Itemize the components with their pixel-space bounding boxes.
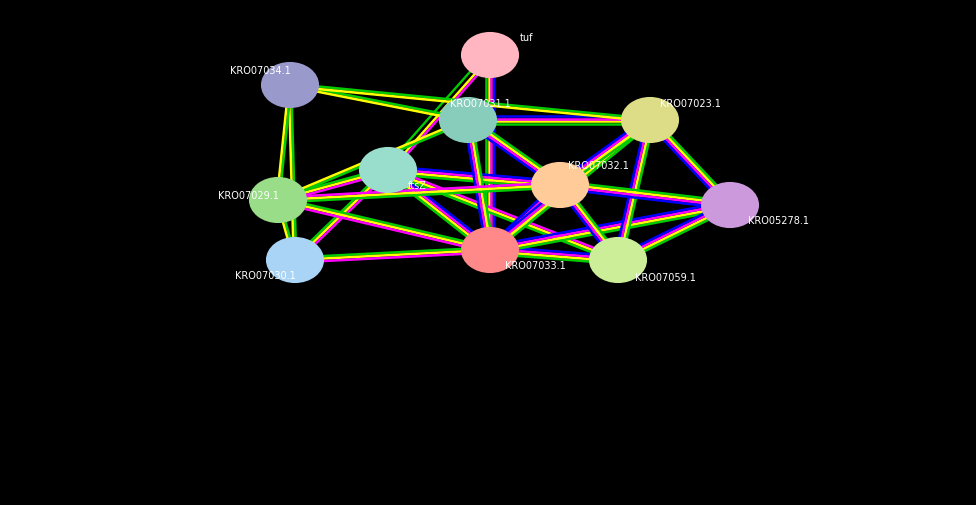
Text: KRO07034.1: KRO07034.1 — [230, 66, 291, 76]
Text: KRO07023.1: KRO07023.1 — [660, 99, 721, 109]
Text: ftsZ: ftsZ — [408, 181, 427, 190]
Ellipse shape — [462, 229, 518, 273]
Text: KRO07029.1: KRO07029.1 — [218, 190, 279, 200]
Text: KRO07031.1: KRO07031.1 — [450, 99, 510, 109]
Ellipse shape — [532, 164, 588, 208]
Text: KRO07033.1: KRO07033.1 — [505, 261, 566, 271]
Ellipse shape — [262, 64, 318, 108]
Text: KRO05278.1: KRO05278.1 — [748, 216, 809, 226]
Ellipse shape — [440, 99, 496, 143]
Ellipse shape — [250, 179, 306, 223]
Ellipse shape — [590, 238, 646, 282]
Text: KRO07030.1: KRO07030.1 — [235, 271, 296, 280]
Ellipse shape — [267, 238, 323, 282]
Text: KRO07032.1: KRO07032.1 — [568, 161, 629, 171]
Ellipse shape — [360, 148, 416, 192]
Text: tuf: tuf — [520, 33, 534, 43]
Ellipse shape — [622, 99, 678, 143]
Ellipse shape — [462, 34, 518, 78]
Text: KRO07059.1: KRO07059.1 — [635, 273, 696, 282]
Ellipse shape — [702, 184, 758, 228]
